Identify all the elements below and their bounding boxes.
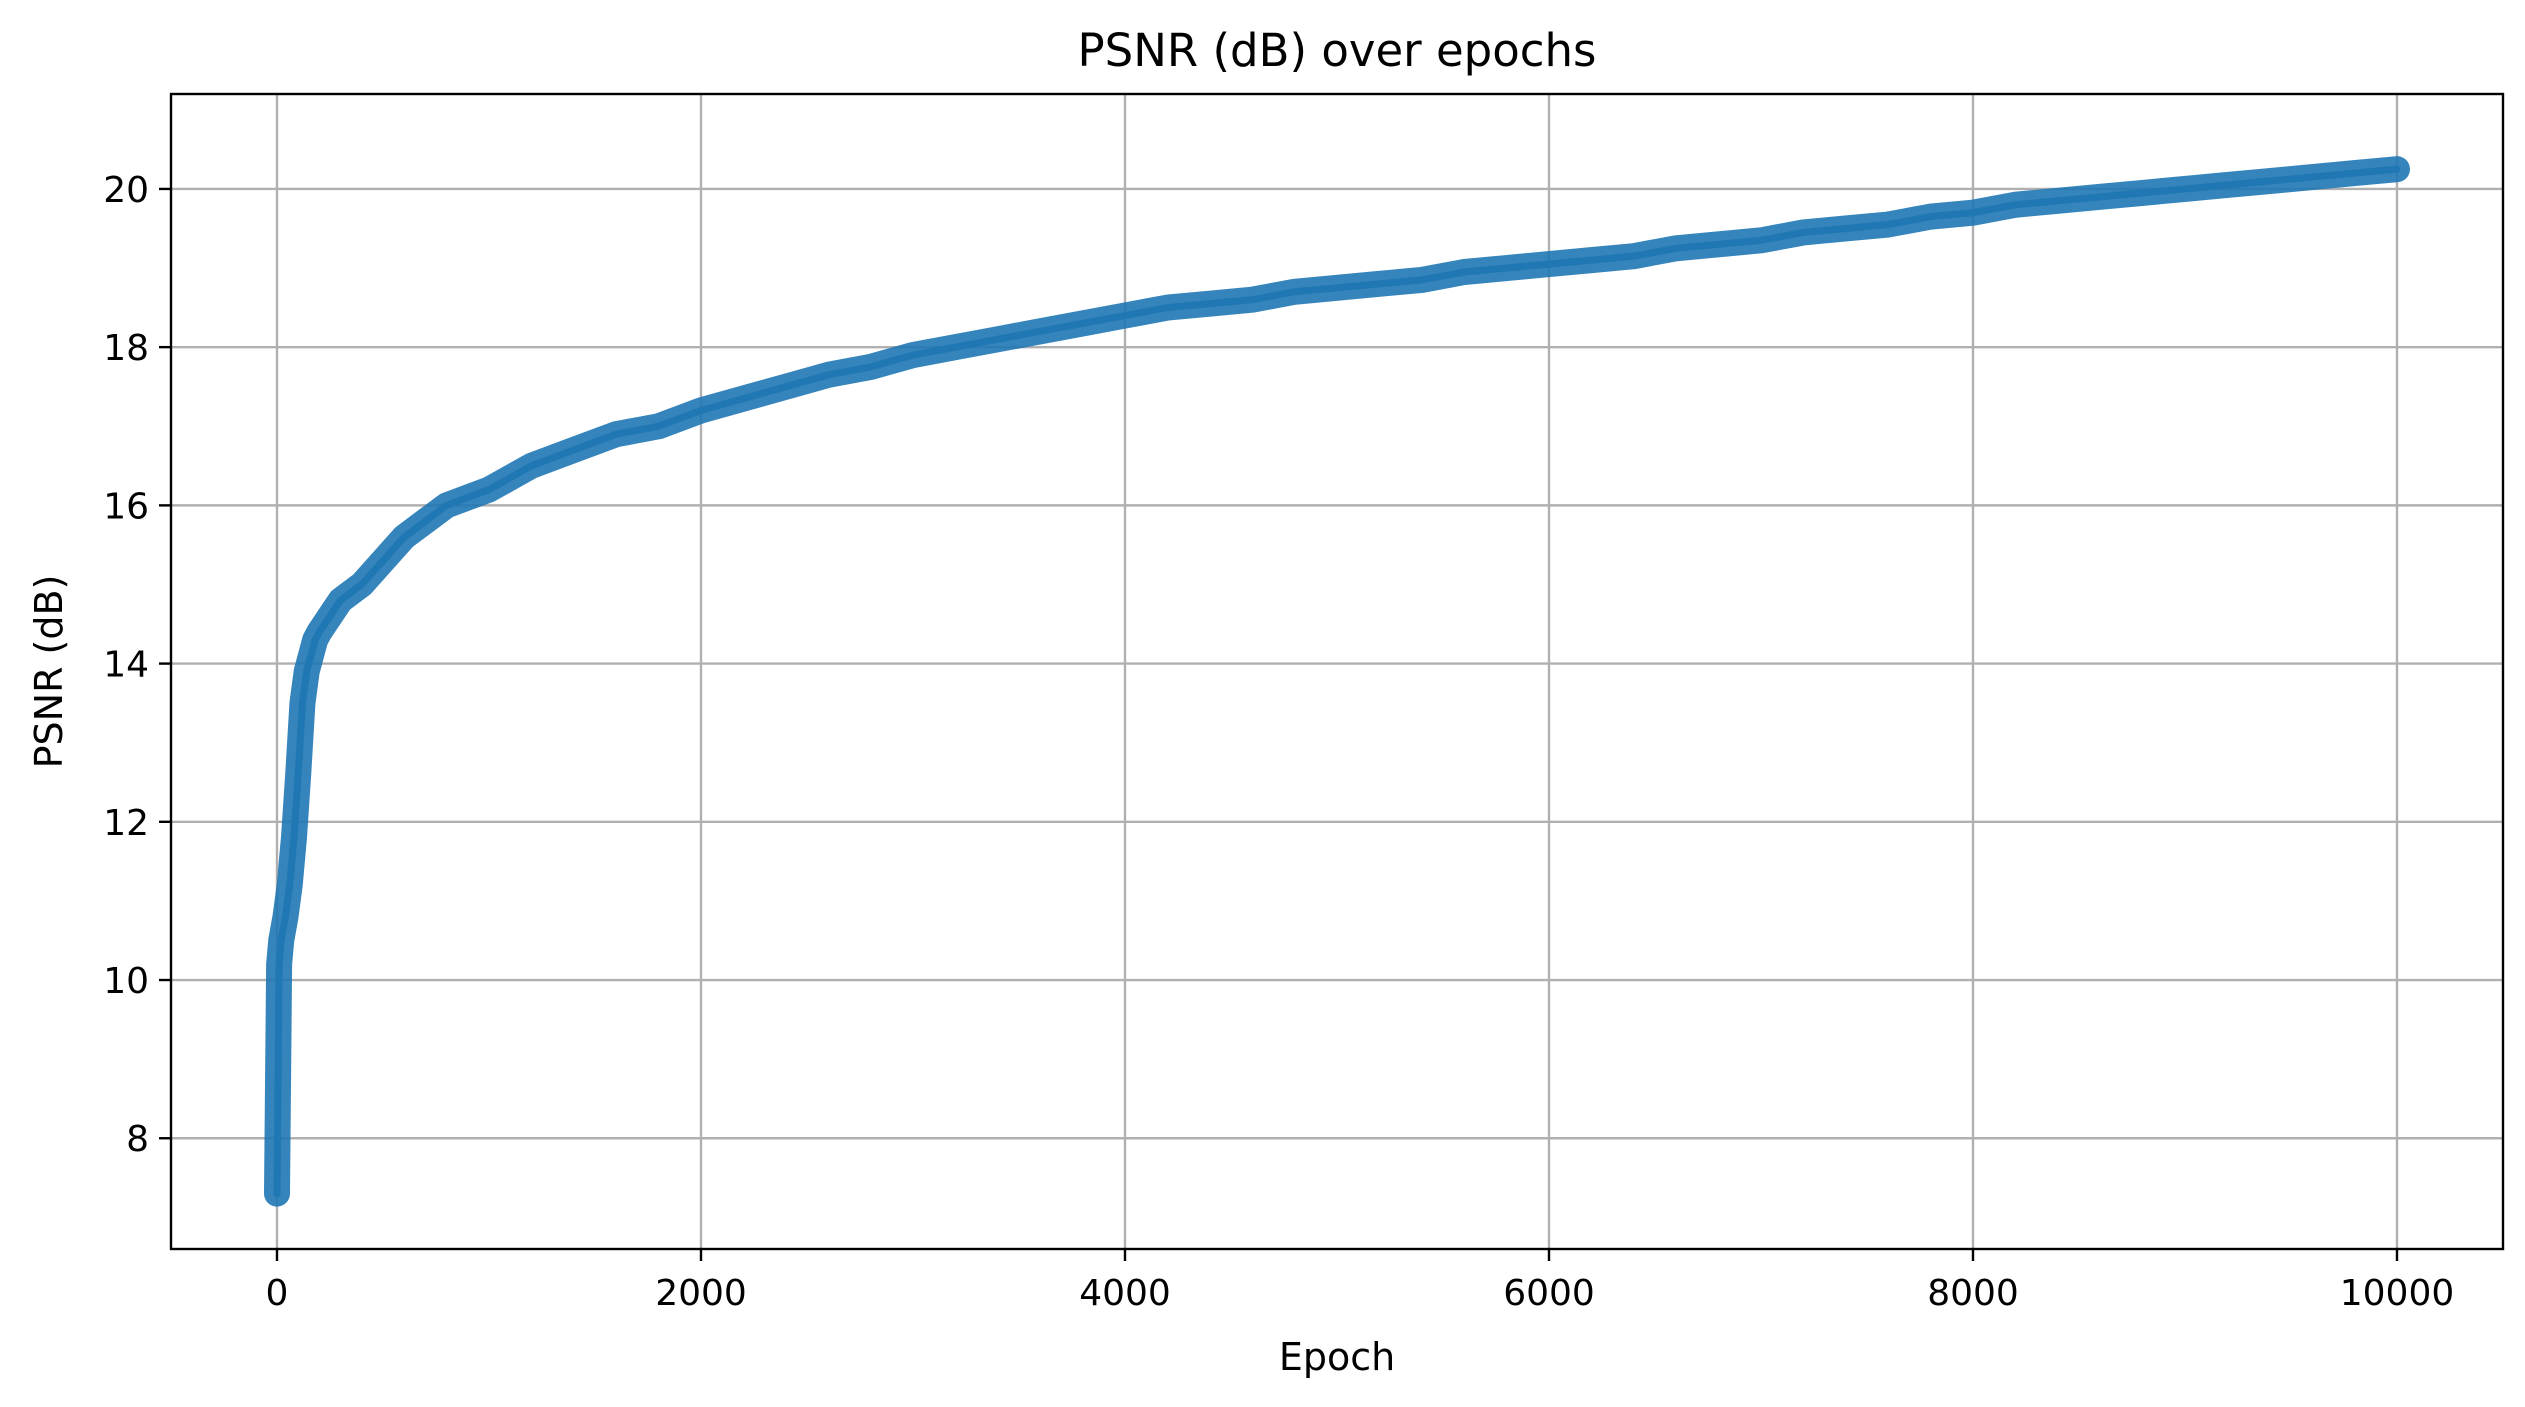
y-tick-label: 12	[103, 803, 149, 844]
y-tick-label: 16	[103, 486, 149, 527]
y-tick-label: 10	[103, 961, 149, 1002]
x-tick-label: 0	[266, 1273, 289, 1314]
chart-title: PSNR (dB) over epochs	[1078, 24, 1597, 77]
y-tick-label: 20	[103, 170, 149, 211]
x-tick-label: 8000	[1927, 1273, 2019, 1314]
series-layer	[264, 156, 2410, 1207]
axes-frame	[169, 92, 2505, 1251]
x-tick-label: 4000	[1079, 1273, 1171, 1314]
label-layer: 0 2000 4000 6000 8000 10000 8 10 12 14 16 18 20	[103, 170, 2454, 1314]
y-tick-label: 8	[126, 1119, 149, 1160]
y-tick-label: 18	[103, 328, 149, 369]
x-tick-label: 10000	[2340, 1273, 2455, 1314]
x-axis-label: Epoch	[1279, 1335, 1395, 1379]
tick-layer	[159, 187, 2399, 1261]
series-line	[273, 165, 2401, 1198]
x-tick-label: 2000	[655, 1273, 747, 1314]
x-tick-label: 6000	[1503, 1273, 1595, 1314]
y-axis-label: PSNR (dB)	[27, 575, 71, 769]
y-tick-label: 14	[103, 645, 149, 686]
